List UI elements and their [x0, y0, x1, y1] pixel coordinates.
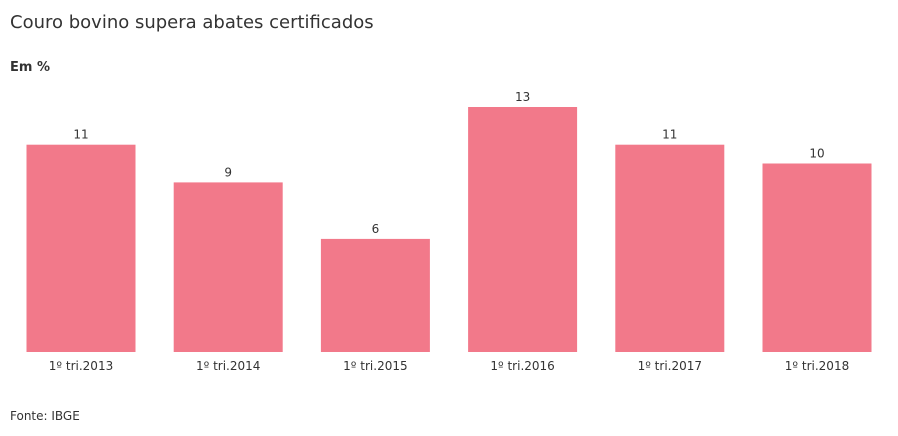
x-tick-label: 1º tri.2016: [490, 359, 554, 373]
bar-0: [26, 144, 136, 352]
bar-2: [320, 238, 430, 352]
bar-value-label: 11: [73, 128, 88, 142]
chart-subtitle: Em %: [10, 60, 50, 75]
bar-value-label: 6: [372, 222, 380, 236]
x-tick-label: 1º tri.2018: [785, 359, 849, 373]
bar-value-label: 13: [515, 90, 530, 104]
x-tick-label: 1º tri.2014: [196, 359, 260, 373]
bar-value-label: 10: [809, 147, 824, 161]
chart-title: Couro bovino supera abates certificados: [10, 12, 374, 33]
bar-5: [762, 163, 872, 352]
x-tick-label: 1º tri.2017: [638, 359, 702, 373]
x-tick-label: 1º tri.2015: [343, 359, 407, 373]
x-tick-label: 1º tri.2013: [49, 359, 113, 373]
bar-3: [468, 107, 578, 352]
source-note: Fonte: IBGE: [10, 409, 80, 423]
bar-1: [173, 182, 283, 352]
bar-value-label: 11: [662, 128, 677, 142]
bar-value-label: 9: [224, 165, 232, 179]
bar-4: [615, 144, 725, 352]
